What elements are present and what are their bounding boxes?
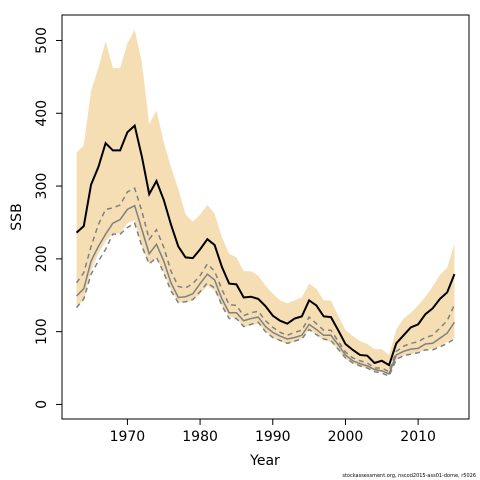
series-line [75, 222, 455, 378]
y-tick-label: 500 [34, 27, 50, 54]
y-tick-label: 0 [34, 400, 50, 409]
y-tick-label: 200 [34, 245, 50, 272]
series-line [76, 204, 456, 375]
x-tick-label: 1970 [110, 429, 146, 445]
x-tick-label: 2010 [400, 429, 436, 445]
x-axis-label: Year [249, 453, 280, 469]
x-tick-label: 1980 [182, 429, 218, 445]
y-tick-label: 300 [34, 173, 50, 200]
x-tick-label: 1990 [255, 429, 291, 445]
source-note: stockassessment.org, nscod2015-ass01-dom… [342, 473, 476, 479]
series-line [75, 123, 456, 367]
y-tick-label: 100 [34, 318, 50, 345]
x-tick-label: 2000 [328, 429, 364, 445]
y-tick-label: 400 [34, 100, 50, 127]
confidence-band [76, 29, 455, 375]
plot-frame [61, 14, 470, 420]
series-line [75, 187, 456, 373]
y-axis-label: SSB [9, 203, 25, 230]
